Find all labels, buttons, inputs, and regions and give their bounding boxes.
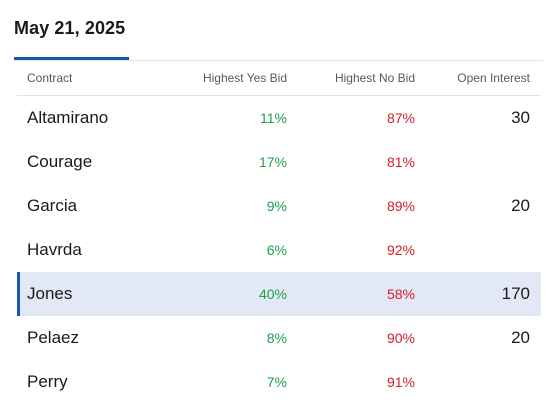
table-row[interactable]: Altamirano 11% 87% 30 xyxy=(17,96,541,141)
yes-bid-value: 8% xyxy=(266,330,287,346)
contract-name: Havrda xyxy=(27,240,82,259)
contract-name: Garcia xyxy=(27,196,78,215)
contract-name: Altamirano xyxy=(27,108,109,127)
table-body: Altamirano 11% 87% 30 Courage 17% 81% Garcia 9% 8… xyxy=(17,96,541,405)
yes-bid-value: 40% xyxy=(155,272,300,316)
no-bid-value: 81% xyxy=(386,154,415,170)
table-row[interactable]: Havrda 6% 92% xyxy=(17,228,541,272)
open-interest-value xyxy=(426,140,541,184)
table-row[interactable]: Pelaez 8% 90% 20 xyxy=(17,316,541,360)
no-bid-value: 89% xyxy=(386,198,415,214)
no-bid-value: 58% xyxy=(300,272,426,316)
contract-name: Pelaez xyxy=(27,328,79,347)
yes-bid-value: 6% xyxy=(266,242,287,258)
yes-bid-value: 17% xyxy=(258,154,287,170)
yes-bid-value: 9% xyxy=(266,198,287,214)
header-highest-yes-bid: Highest Yes Bid xyxy=(155,61,300,96)
open-interest-value: 20 xyxy=(511,328,530,347)
open-interest-value: 20 xyxy=(511,196,530,215)
open-interest-value xyxy=(426,360,541,404)
contract-name: Perry xyxy=(27,372,68,391)
open-interest-value: 30 xyxy=(511,108,530,127)
table-row[interactable]: Garcia 9% 89% 20 xyxy=(17,184,541,228)
table-row[interactable]: Perry 7% 91% xyxy=(17,360,541,404)
no-bid-value: 87% xyxy=(386,110,415,126)
open-interest-value: 170 xyxy=(426,272,541,316)
contract-name: Jones xyxy=(17,272,155,316)
contracts-table: Contract Highest Yes Bid Highest No Bid … xyxy=(17,61,541,404)
date-tab-active-indicator xyxy=(14,57,129,60)
date-tab[interactable]: May 21, 2025 xyxy=(14,18,126,38)
no-bid-value: 91% xyxy=(386,374,415,390)
header-contract: Contract xyxy=(17,61,155,96)
contract-name: Courage xyxy=(27,152,93,171)
header-open-interest: Open Interest xyxy=(426,61,541,96)
table-header-row: Contract Highest Yes Bid Highest No Bid … xyxy=(17,61,541,96)
tab-divider xyxy=(14,60,543,61)
table-row[interactable]: Courage 17% 81% xyxy=(17,140,541,184)
no-bid-value: 90% xyxy=(386,330,415,346)
yes-bid-value: 7% xyxy=(266,374,287,390)
open-interest-value xyxy=(426,228,541,272)
no-bid-value: 92% xyxy=(386,242,415,258)
yes-bid-value: 11% xyxy=(260,110,287,126)
table-row[interactable]: Jones 40% 58% 170 xyxy=(17,272,541,316)
header-highest-no-bid: Highest No Bid xyxy=(300,61,426,96)
